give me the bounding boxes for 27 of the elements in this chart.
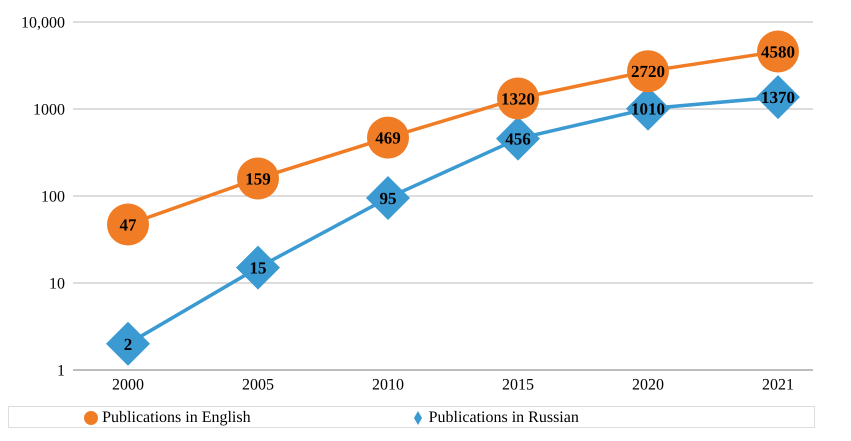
data-label: 1010 bbox=[631, 100, 665, 119]
point bbox=[106, 322, 150, 366]
data-label: 15 bbox=[250, 258, 266, 278]
y-tick-label: 1 bbox=[57, 362, 65, 380]
x-tick-label: 2021 bbox=[762, 376, 794, 394]
data-label: 469 bbox=[375, 128, 401, 148]
data-label: 2 bbox=[124, 334, 132, 354]
data-label: 1370 bbox=[761, 88, 795, 108]
data-label: 95 bbox=[380, 188, 396, 208]
x-tick-label: 2000 bbox=[112, 376, 144, 394]
x-tick-label: 2010 bbox=[372, 376, 404, 394]
y-tick-label: 10 bbox=[49, 276, 65, 293]
y-tick-label: 100 bbox=[41, 188, 65, 206]
data-label: 159 bbox=[245, 170, 271, 189]
y-tick-label: 1000 bbox=[33, 102, 65, 119]
x-tick-label: 2015 bbox=[502, 376, 534, 394]
x-tick-label: 2020 bbox=[632, 376, 664, 394]
data-label: 1320 bbox=[501, 90, 535, 109]
y-tick-label: 10,000 bbox=[21, 14, 65, 32]
data-label: 47 bbox=[120, 216, 137, 235]
legend-label: Publications in English bbox=[102, 409, 251, 426]
x-tick-label: 2005 bbox=[242, 376, 274, 394]
legend-label: Publications in Russian bbox=[428, 409, 579, 426]
data-label: 456 bbox=[505, 130, 531, 149]
data-label: 4580 bbox=[761, 42, 795, 62]
data-label: 2720 bbox=[631, 62, 665, 82]
point bbox=[236, 246, 280, 290]
